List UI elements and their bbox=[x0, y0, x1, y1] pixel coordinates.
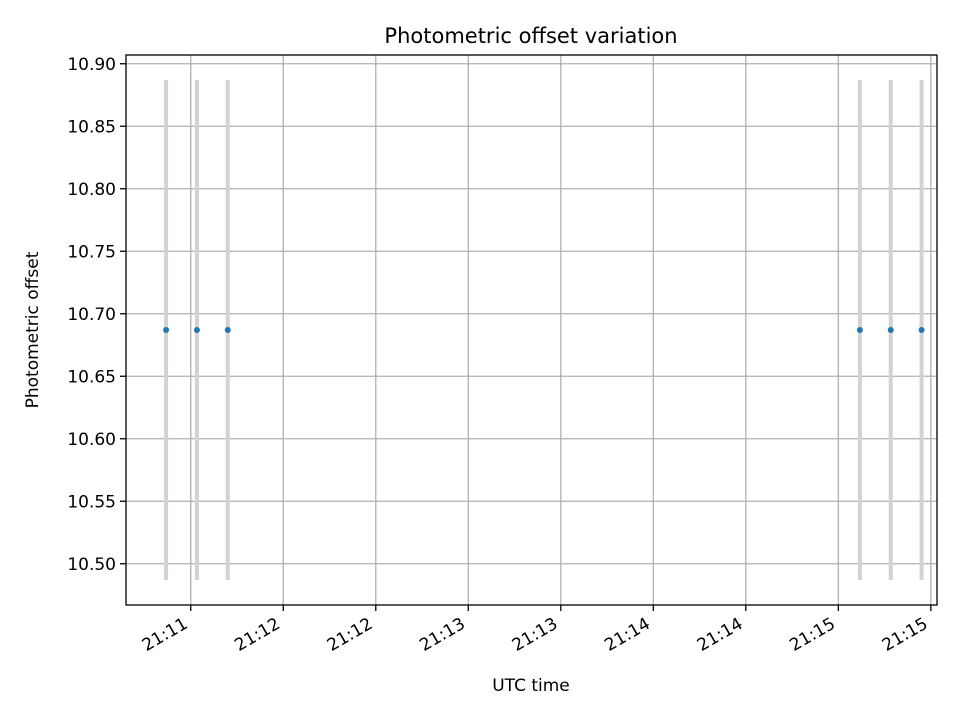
x-tick-label: 21:11 bbox=[139, 614, 191, 656]
data-point bbox=[918, 327, 925, 333]
y-axis-label: Photometric offset bbox=[23, 251, 43, 408]
y-tick-label: 10.75 bbox=[67, 242, 116, 262]
x-tick-label: 21:14 bbox=[694, 614, 746, 656]
y-tick-label: 10.85 bbox=[67, 117, 116, 137]
y-axis-ticks: 10.50 10.55 10.60 10.65 10.70 10.75 10.80 10.85… bbox=[67, 55, 126, 575]
x-tick-label: 21:13 bbox=[416, 614, 468, 656]
x-tick-label: 21:12 bbox=[231, 614, 283, 656]
x-tick-label: 21:12 bbox=[324, 614, 376, 656]
y-tick-label: 10.70 bbox=[67, 305, 116, 325]
plot-area-frame bbox=[125, 54, 938, 606]
data-point bbox=[887, 327, 894, 333]
y-tick-label: 10.80 bbox=[67, 180, 116, 200]
data-point bbox=[193, 327, 200, 333]
y-tick-label: 10.50 bbox=[67, 555, 116, 575]
x-axis-ticks: 21:11 21:12 21:12 21:13 21:13 21:14 21:14 21:15… bbox=[139, 605, 932, 656]
data-points bbox=[163, 327, 925, 333]
x-tick-label: 21:14 bbox=[601, 614, 653, 656]
data-point bbox=[224, 327, 231, 333]
x-axis-label: UTC time bbox=[492, 676, 570, 696]
data-point bbox=[163, 327, 170, 333]
errorbars bbox=[164, 80, 924, 580]
y-tick-label: 10.90 bbox=[67, 55, 116, 75]
y-tick-label: 10.65 bbox=[67, 367, 116, 387]
x-tick-label: 21:15 bbox=[786, 614, 838, 656]
data-point bbox=[856, 327, 863, 333]
y-tick-label: 10.60 bbox=[67, 430, 116, 450]
y-tick-label: 10.55 bbox=[67, 492, 116, 512]
x-tick-label: 21:15 bbox=[879, 614, 931, 656]
x-tick-label: 21:13 bbox=[509, 614, 561, 656]
chart-title: Photometric offset variation bbox=[384, 24, 677, 48]
grid bbox=[126, 55, 937, 605]
